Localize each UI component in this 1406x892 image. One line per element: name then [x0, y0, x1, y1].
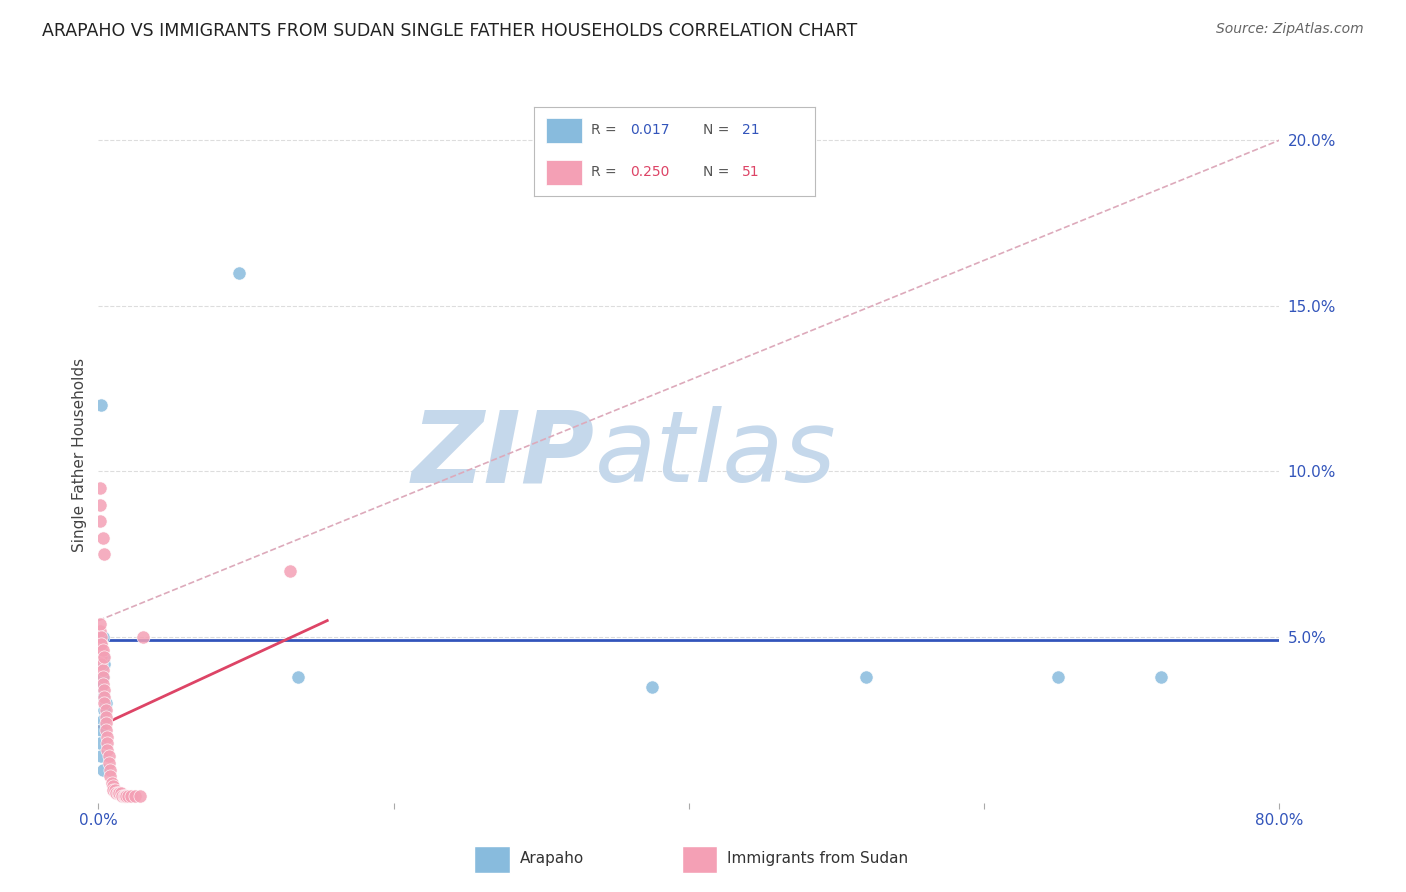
Point — [91, 531, 114, 545]
Bar — [546, 160, 582, 185]
Point — [91, 650, 114, 665]
Point — [120, 789, 142, 804]
Point — [94, 723, 117, 737]
Point — [93, 683, 115, 698]
Point — [94, 697, 117, 711]
Point — [93, 657, 115, 671]
Bar — [474, 847, 509, 873]
Point — [91, 670, 114, 684]
Point — [94, 716, 117, 731]
Point — [103, 779, 125, 793]
Point — [1150, 670, 1173, 684]
Point — [115, 789, 138, 804]
Point — [91, 630, 114, 644]
Text: R =: R = — [591, 165, 620, 179]
Point — [89, 514, 111, 528]
Point — [98, 763, 121, 777]
Point — [91, 713, 114, 727]
Point — [91, 670, 114, 684]
Point — [97, 749, 120, 764]
Point — [114, 789, 136, 804]
Point — [90, 650, 112, 665]
Point — [93, 690, 115, 704]
Point — [104, 782, 127, 797]
Point — [90, 398, 112, 412]
Text: 0.017: 0.017 — [630, 123, 669, 137]
Point — [96, 730, 118, 744]
Point — [107, 786, 129, 800]
Point — [103, 782, 125, 797]
Text: N =: N = — [703, 123, 734, 137]
Point — [90, 680, 112, 694]
Text: Source: ZipAtlas.com: Source: ZipAtlas.com — [1216, 22, 1364, 37]
Point — [91, 663, 114, 677]
Text: N =: N = — [703, 165, 734, 179]
Text: 0.250: 0.250 — [630, 165, 669, 179]
Point — [90, 749, 112, 764]
Point — [89, 736, 111, 750]
Point — [1046, 670, 1069, 684]
Text: 21: 21 — [742, 123, 761, 137]
Point — [91, 676, 114, 690]
Point — [89, 616, 111, 631]
Point — [90, 657, 112, 671]
Point — [91, 763, 114, 777]
Point — [93, 650, 115, 665]
Point — [94, 703, 117, 717]
Point — [228, 266, 250, 280]
Point — [132, 630, 155, 644]
Point — [124, 789, 146, 804]
Point — [90, 637, 112, 651]
Point — [117, 789, 139, 804]
Point — [94, 709, 117, 723]
Point — [108, 786, 131, 800]
Point — [89, 481, 111, 495]
Bar — [682, 847, 717, 873]
Text: ZIP: ZIP — [412, 407, 595, 503]
Point — [91, 643, 114, 657]
Point — [855, 670, 877, 684]
Point — [105, 786, 128, 800]
Text: R =: R = — [591, 123, 620, 137]
Point — [97, 756, 120, 770]
Point — [90, 630, 112, 644]
Point — [96, 736, 118, 750]
Point — [287, 670, 309, 684]
Point — [93, 697, 115, 711]
Point — [641, 680, 664, 694]
Point — [89, 624, 111, 638]
Point — [98, 769, 121, 783]
Point — [128, 789, 150, 804]
Point — [90, 637, 112, 651]
Point — [278, 564, 302, 578]
Text: ARAPAHO VS IMMIGRANTS FROM SUDAN SINGLE FATHER HOUSEHOLDS CORRELATION CHART: ARAPAHO VS IMMIGRANTS FROM SUDAN SINGLE … — [42, 22, 858, 40]
Point — [90, 637, 112, 651]
Text: atlas: atlas — [595, 407, 837, 503]
Point — [93, 547, 115, 561]
Point — [89, 498, 111, 512]
Point — [91, 690, 114, 704]
Point — [111, 789, 134, 804]
Point — [93, 703, 115, 717]
Point — [90, 723, 112, 737]
Point — [112, 789, 135, 804]
Text: Arapaho: Arapaho — [520, 851, 583, 866]
Text: Immigrants from Sudan: Immigrants from Sudan — [727, 851, 908, 866]
Bar — [546, 118, 582, 143]
Y-axis label: Single Father Households: Single Father Households — [72, 358, 87, 552]
Point — [110, 786, 132, 800]
Point — [90, 643, 112, 657]
Point — [96, 743, 118, 757]
Text: 51: 51 — [742, 165, 761, 179]
Point — [100, 776, 122, 790]
